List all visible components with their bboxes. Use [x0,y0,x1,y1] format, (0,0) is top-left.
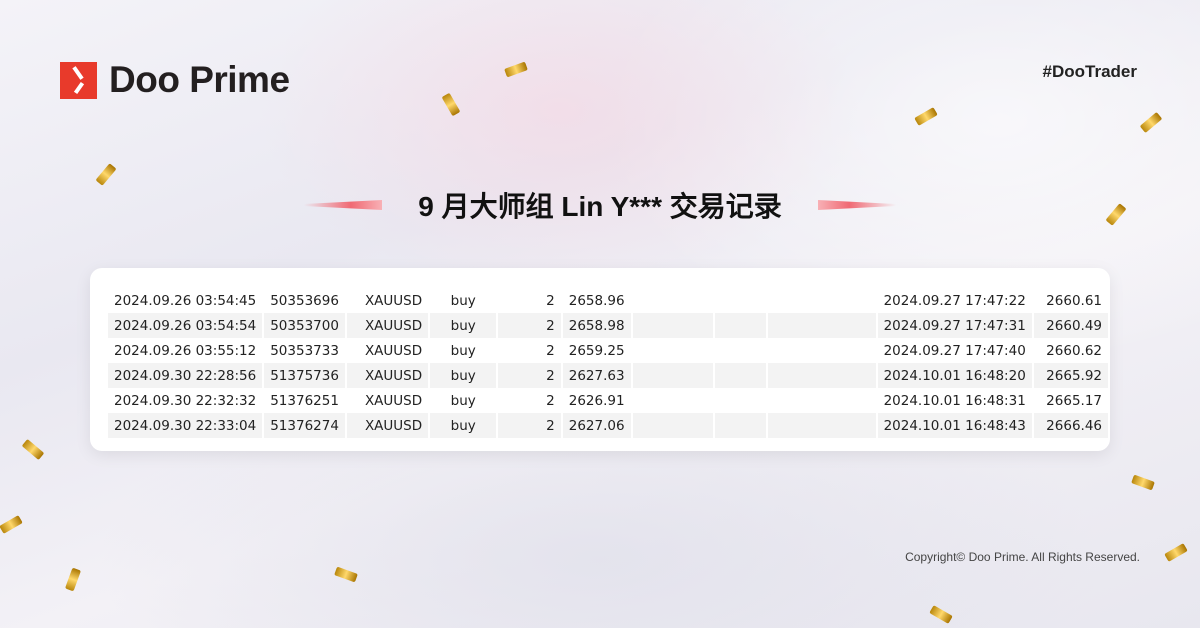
table-cell [767,288,878,313]
table-row: 2024.09.26 03:54:54 50353700 XAUUSD buy 2 265… [108,313,1111,338]
table-cell [767,313,878,338]
table-cell [767,413,878,438]
table-cell: XAUUSD [345,288,431,313]
table-cell: buy [429,338,499,363]
table-cell: 2 [497,388,563,413]
page-title: 9 月大师组 Lin Y*** 交易记录 [418,191,782,222]
table-cell: buy [429,313,499,338]
table-cell: 2 [497,288,563,313]
table-cell: 2626.91 [561,388,633,413]
table-cell: 50353696 [263,288,347,313]
table-cell: XAUUSD [345,388,431,413]
table-cell: 2024.09.26 03:55:12 [108,338,265,363]
table-cell [714,288,769,313]
table-cell: 2627.63 [561,363,633,388]
table-cell: 2660.62 [1032,338,1111,363]
table-cell [631,338,716,363]
logo-mark-icon [60,61,97,99]
logo-text: Doo Prime [109,59,290,100]
table-cell [631,388,716,413]
table-cell: 2658.98 [561,313,633,338]
table-cell: 2 [497,338,563,363]
table-row: 2024.09.30 22:28:56 51375736 XAUUSD buy 2 262… [108,363,1111,388]
table-cell: 2024.10.01 16:48:31 [876,388,1034,413]
table-row: 2024.09.30 22:32:32 51376251 XAUUSD buy 2 262… [108,388,1111,413]
table-cell: 50353733 [263,338,347,363]
table-cell [767,363,878,388]
table-cell: 2024.09.30 22:33:04 [108,413,265,438]
table-cell: buy [429,413,499,438]
table-cell: XAUUSD [345,413,431,438]
trade-record-card: 2024.09.26 03:54:45 50353696 XAUUSD buy 2 265… [90,268,1111,451]
table-cell [631,413,716,438]
table-cell: XAUUSD [345,363,431,388]
table-cell: 2024.09.27 17:47:40 [876,338,1034,363]
table-cell [631,288,716,313]
table-cell [631,313,716,338]
table-cell: 2 [497,413,563,438]
table-cell: 2659.25 [561,338,633,363]
table-cell [714,413,769,438]
table-cell: 51375736 [263,363,347,388]
table-cell: buy [429,388,499,413]
table-cell: 2660.61 [1032,288,1111,313]
table-cell [714,388,769,413]
table-cell: 2665.92 [1032,363,1111,388]
table-cell: 2660.49 [1032,313,1111,338]
table-cell [767,338,878,363]
table-cell: 2627.06 [561,413,633,438]
table-cell: 2 [497,313,563,338]
table-cell: 2 [497,363,563,388]
title-row: 9 月大师组 Lin Y*** 交易记录 [0,185,1200,225]
table-cell: 51376251 [263,388,347,413]
right-decoration [818,200,896,210]
table-row: 2024.09.26 03:55:12 50353733 XAUUSD buy 2 265… [108,338,1111,363]
table-cell: 2024.09.27 17:47:31 [876,313,1034,338]
table-cell [767,388,878,413]
table-cell: XAUUSD [345,313,431,338]
table-cell [714,338,769,363]
table-row: 2024.09.26 03:54:45 50353696 XAUUSD buy 2 265… [108,288,1111,313]
doo-prime-logo: Doo Prime [60,59,290,101]
table-cell: 2024.09.27 17:47:22 [876,288,1034,313]
table-cell: buy [429,288,499,313]
trade-table: 2024.09.26 03:54:45 50353696 XAUUSD buy 2 265… [108,288,1111,438]
table-cell: 2024.09.30 22:32:32 [108,388,265,413]
table-cell [714,313,769,338]
table-cell: 50353700 [263,313,347,338]
table-cell: XAUUSD [345,338,431,363]
table-cell [631,363,716,388]
copyright: Copyright© Doo Prime. All Rights Reserve… [905,550,1140,564]
table-cell: 2024.09.26 03:54:54 [108,313,265,338]
hashtag: #DooTrader [1042,62,1137,81]
table-cell: buy [429,363,499,388]
table-cell: 2024.09.26 03:54:45 [108,288,265,313]
table-row: 2024.09.30 22:33:04 51376274 XAUUSD buy 2 262… [108,413,1111,438]
table-cell: 2658.96 [561,288,633,313]
table-cell [714,363,769,388]
table-cell: 2024.10.01 16:48:43 [876,413,1034,438]
table-cell: 2666.46 [1032,413,1111,438]
table-cell: 2024.10.01 16:48:20 [876,363,1034,388]
table-cell: 51376274 [263,413,347,438]
table-cell: 2665.17 [1032,388,1111,413]
left-decoration [304,200,383,210]
table-cell: 2024.09.30 22:28:56 [108,363,265,388]
